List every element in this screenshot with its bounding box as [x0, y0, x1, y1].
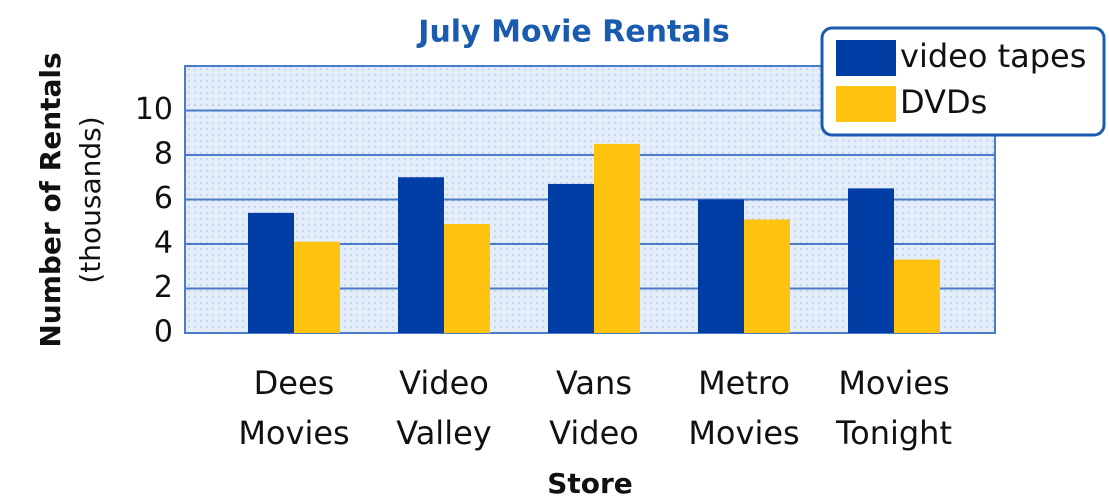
bar [444, 223, 490, 333]
bar [594, 143, 640, 333]
y-axis-label: (thousands) [74, 116, 107, 283]
legend-swatch [836, 40, 896, 76]
bar [294, 241, 340, 333]
y-tick-label: 2 [154, 270, 173, 305]
bar [698, 199, 744, 333]
x-tick-label: Valley [396, 414, 491, 452]
x-tick-label: Video [549, 414, 639, 452]
y-tick-label: 10 [135, 92, 173, 127]
x-tick-label: Video [399, 364, 489, 402]
x-tick-label: Metro [698, 364, 790, 402]
y-tick-label: 4 [154, 226, 173, 261]
x-tick-label: Movies [688, 414, 799, 452]
x-tick-label: Movies [838, 364, 949, 402]
bar [248, 212, 294, 333]
x-tick-label: Dees [254, 364, 335, 402]
bar [398, 177, 444, 333]
bar [894, 259, 940, 333]
x-axis-label: Store [547, 467, 633, 500]
bar [548, 183, 594, 333]
legend-label: DVDs [900, 83, 987, 121]
chart-title: July Movie Rentals [416, 15, 729, 50]
legend-swatch [836, 86, 896, 122]
bar [848, 188, 894, 333]
y-tick-label: 0 [154, 315, 173, 350]
x-tick-label: Movies [238, 414, 349, 452]
y-tick-label: 6 [154, 181, 173, 216]
bar [744, 219, 790, 333]
y-tick-label: 8 [154, 137, 173, 172]
y-axis-label: Number of Rentals [34, 52, 67, 347]
x-tick-label: Vans [556, 364, 632, 402]
x-tick-label: Tonight [835, 414, 952, 452]
legend-label: video tapes [900, 37, 1086, 75]
